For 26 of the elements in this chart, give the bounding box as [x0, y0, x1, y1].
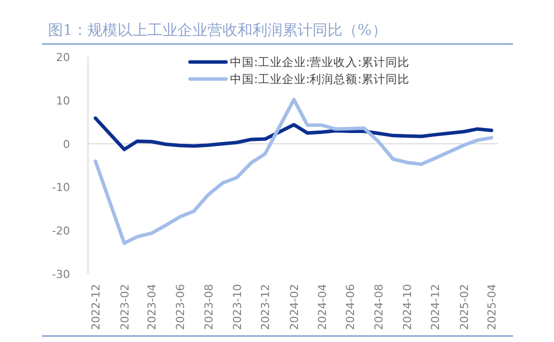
legend-label: 中国:工业企业:营业收入:累计同比 [230, 55, 410, 69]
x-tick-label: 2023-10 [230, 284, 244, 330]
x-tick-label: 2025-04 [485, 284, 498, 330]
x-tick-label: 2025-02 [458, 284, 472, 330]
chart-title: 图1：规模以上工业企业营收和利润累计同比（%） [48, 21, 387, 39]
y-tick-label: 10 [56, 94, 70, 108]
y-tick-label: -30 [52, 268, 70, 281]
legend-label: 中国:工业企业:利润总额:累计同比 [230, 72, 410, 86]
x-tick-label: 2024-08 [372, 284, 386, 330]
x-tick-label: 2023-06 [174, 284, 188, 330]
x-tick-label: 2022-12 [89, 284, 102, 330]
y-tick-label: -10 [52, 181, 70, 194]
x-tick-label: 2024-10 [400, 284, 414, 330]
y-tick-label: 20 [56, 51, 70, 64]
x-tick-label: 2024-06 [344, 284, 358, 330]
x-tick-label: 2024-04 [316, 284, 329, 330]
x-tick-label: 2023-08 [202, 284, 216, 330]
x-tick-label: 2023-04 [146, 284, 159, 330]
x-tick-label: 2024-12 [429, 284, 442, 330]
x-tick-label: 2023-12 [259, 284, 272, 330]
line-series [94, 98, 494, 245]
x-tick-label: 2024-02 [288, 284, 301, 330]
line-series [94, 116, 494, 152]
x-tick-label: 2023-02 [118, 284, 132, 330]
y-tick-label: 0 [63, 138, 70, 151]
y-tick-label: -20 [52, 224, 70, 238]
